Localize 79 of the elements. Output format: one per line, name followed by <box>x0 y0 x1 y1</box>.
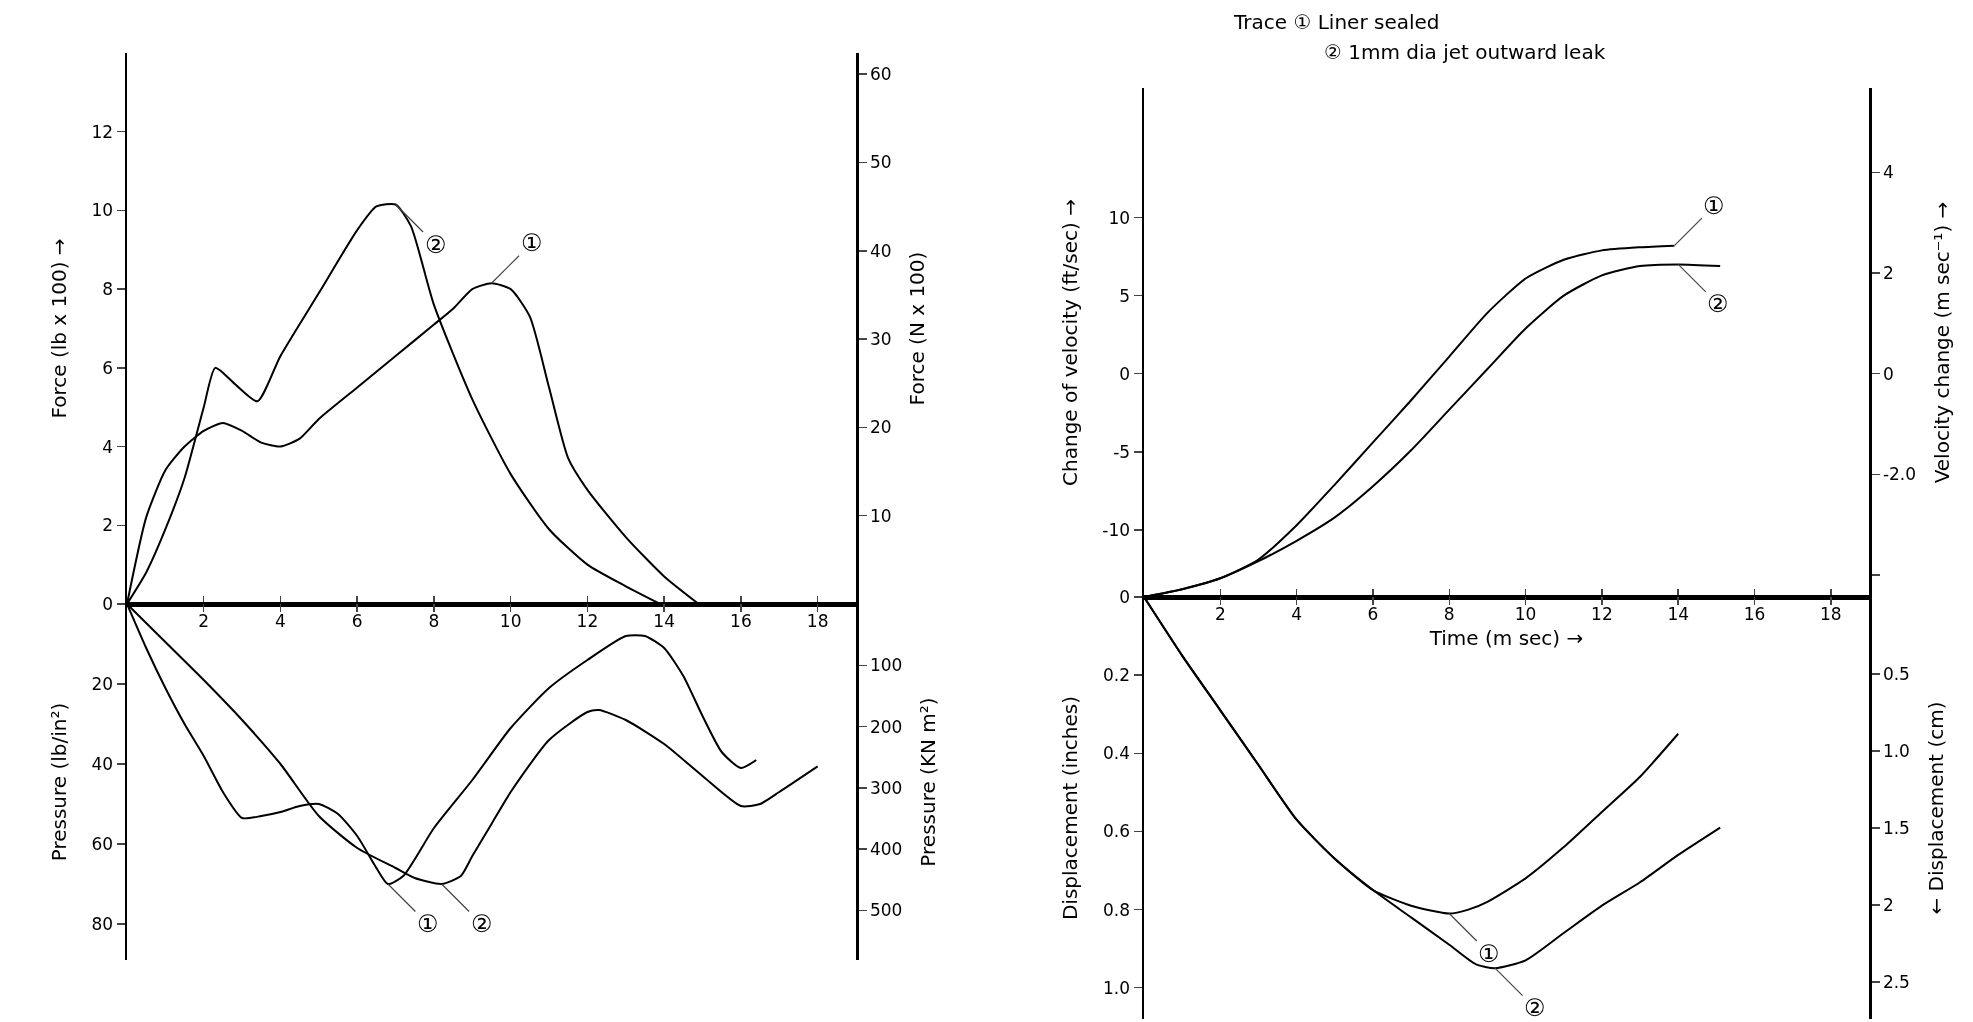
y2-tick-label: 60 <box>869 64 892 85</box>
y-tick-label: 0 <box>1119 363 1131 384</box>
y-tick-label: 1.0 <box>1103 977 1131 998</box>
y2-tick-label: 400 <box>869 839 903 860</box>
y2-tick-label: 10 <box>869 505 892 526</box>
y-tick-label: 80 <box>91 913 114 934</box>
y-tick-label: 0.6 <box>1103 821 1131 842</box>
y-tick-label: 60 <box>91 833 114 854</box>
x-axis-title: Time (m sec) → <box>1428 625 1584 650</box>
y2-axis-title: Pressure (KN m²) <box>916 697 941 867</box>
x-tick-label: 14 <box>653 610 675 631</box>
series-label: ① <box>521 229 543 257</box>
y-tick-label: 0 <box>1119 586 1131 607</box>
x-tick-label: 14 <box>1667 603 1690 624</box>
y-tick-label: 10 <box>91 200 114 221</box>
x-tick-label: 4 <box>1291 603 1303 624</box>
x-tick-label: 2 <box>1214 603 1226 624</box>
y2-tick-label: 40 <box>869 240 892 261</box>
y-tick-label: 5 <box>1119 285 1131 306</box>
x-tick-label: 8 <box>428 610 440 631</box>
series-label: ① <box>417 910 439 938</box>
y2-axis-title: Force (N x 100) <box>905 251 930 406</box>
x-tick-label: 12 <box>576 610 599 631</box>
x-tick-label: 16 <box>1743 603 1766 624</box>
text: ② 1mm dia jet outward leak <box>1324 40 1606 64</box>
y-tick-label: 10 <box>1108 207 1131 228</box>
y-tick-label: 40 <box>91 753 114 774</box>
y2-tick-label: 0 <box>1882 363 1894 384</box>
y-tick-label: 0 <box>102 593 114 614</box>
x-tick-label: 16 <box>730 610 752 631</box>
y2-tick-label: 4 <box>1882 162 1894 183</box>
x-tick-label: 18 <box>806 610 829 631</box>
y-tick-label: 12 <box>91 121 114 142</box>
y-axis-title: Force (lb x 100) → <box>46 238 71 419</box>
series-label: ① <box>1478 940 1500 968</box>
y-axis-title: Displacement (inches) <box>1058 695 1083 921</box>
text: Trace ① Liner sealed <box>1233 10 1440 34</box>
y-tick-label: 4 <box>102 436 114 457</box>
y-axis-title: Pressure (lb/in²) <box>46 702 71 862</box>
y-tick-label: 6 <box>102 357 114 378</box>
y2-tick-label: 0.5 <box>1882 663 1910 684</box>
y2-tick-label: 300 <box>869 777 903 798</box>
y-tick-label: 8 <box>102 279 114 300</box>
y-tick-label: -10 <box>1102 519 1131 540</box>
y-tick-label: 20 <box>91 673 114 694</box>
y-tick-label: 2 <box>102 515 114 536</box>
series-label: ① <box>1703 192 1725 220</box>
x-tick-label: 6 <box>1367 603 1379 624</box>
x-tick-label: 18 <box>1820 603 1842 624</box>
series-label: ② <box>1707 290 1729 318</box>
y-tick-label: 0.2 <box>1103 665 1131 686</box>
y2-tick-label: 20 <box>869 417 892 438</box>
y2-tick-label: 2 <box>1882 263 1894 284</box>
series-label: ② <box>471 910 493 938</box>
series-label: ② <box>1524 994 1546 1022</box>
y-tick-label: -5 <box>1113 441 1131 462</box>
x-tick-label: 10 <box>1514 603 1537 624</box>
x-tick-label: 4 <box>275 610 286 631</box>
y2-axis-title: ← Displacement (cm) <box>1923 701 1948 915</box>
y2-axis-title: Velocity change (m sec⁻¹) → <box>1929 201 1954 484</box>
y2-tick-label: 50 <box>869 152 892 173</box>
y2-tick-label: 500 <box>869 900 903 921</box>
y2-tick-label: -2.0 <box>1882 464 1917 485</box>
y2-tick-label: 2 <box>1882 894 1894 915</box>
y2-tick-label: 200 <box>869 716 903 737</box>
series-label: ② <box>425 231 447 259</box>
x-tick-label: 2 <box>198 610 210 631</box>
x-tick-label: 6 <box>351 610 363 631</box>
y2-tick-label: 30 <box>869 329 892 350</box>
y2-tick-label: 100 <box>869 655 903 676</box>
x-tick-label: 8 <box>1443 603 1455 624</box>
x-tick-label: 10 <box>499 610 522 631</box>
y-tick-label: 0.4 <box>1103 743 1131 764</box>
y2-tick-label: 2.5 <box>1882 971 1910 992</box>
y2-tick-label: 1.0 <box>1882 740 1910 761</box>
y-axis-title: Change of velocity (ft/sec) → <box>1057 199 1082 486</box>
x-tick-label: 12 <box>1591 603 1613 624</box>
y2-tick-label: 1.5 <box>1882 817 1910 838</box>
y-tick-label: 0.8 <box>1103 899 1131 920</box>
